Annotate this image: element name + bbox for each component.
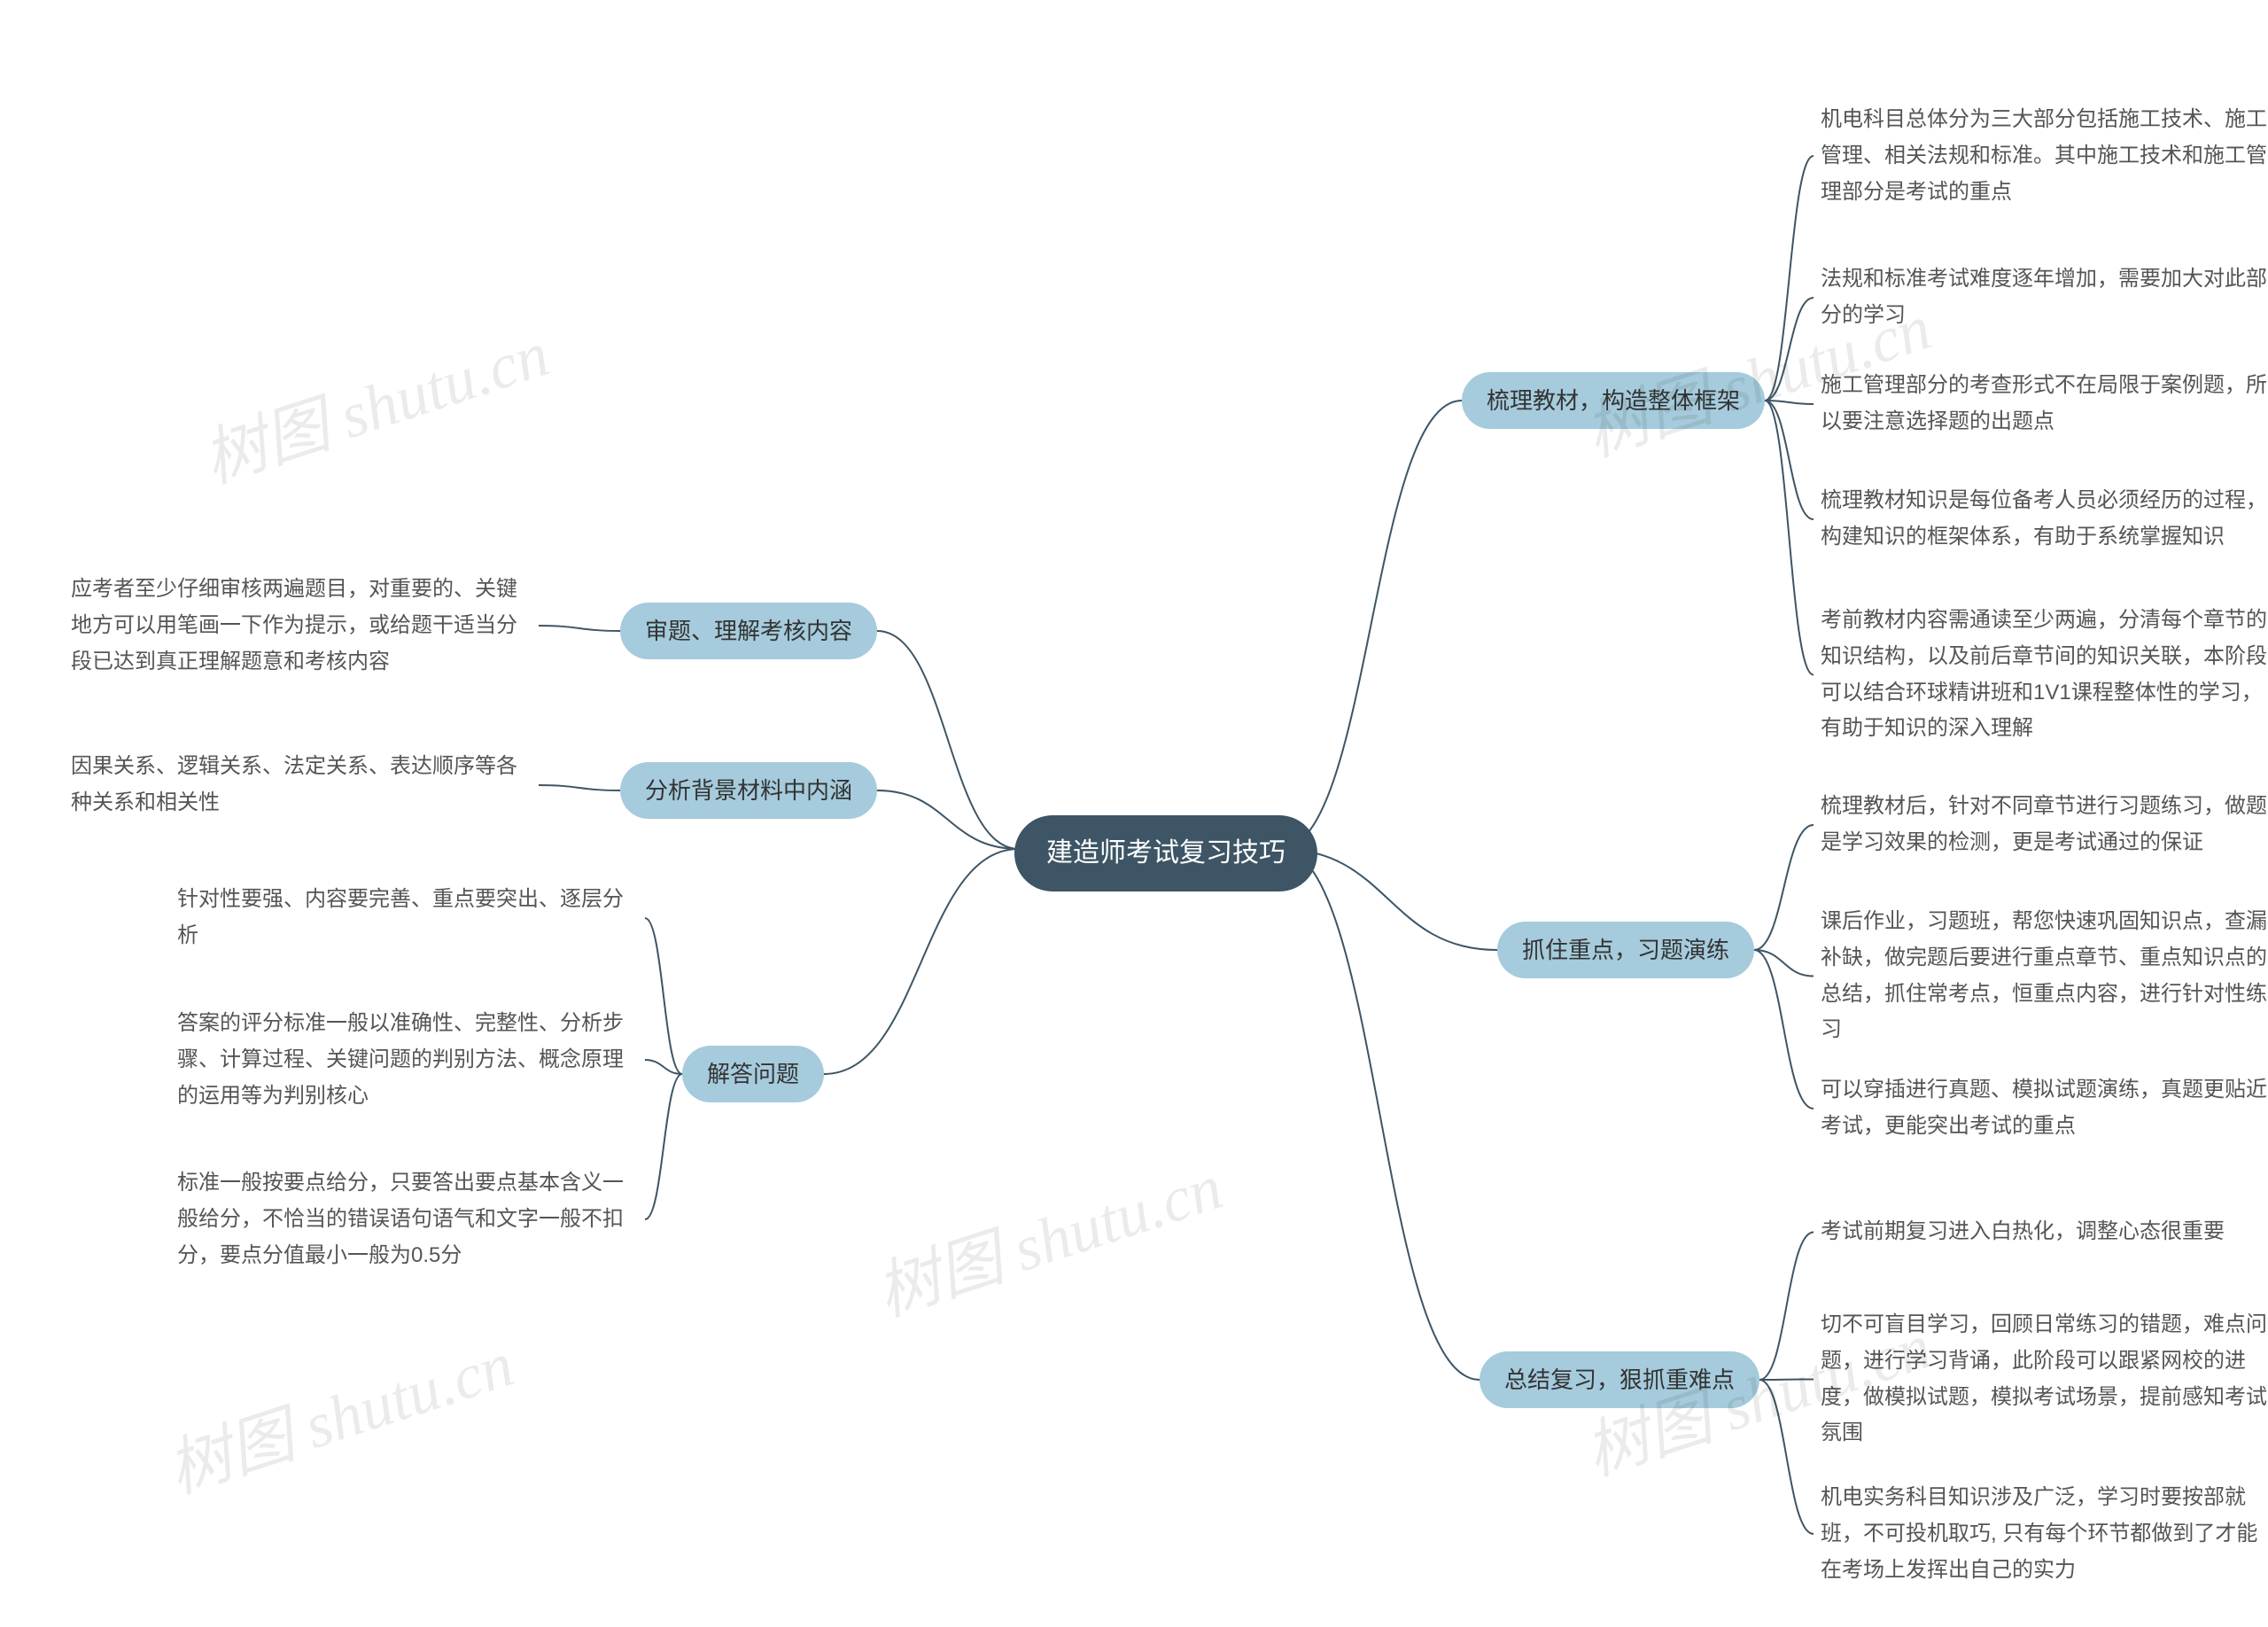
watermark: 树图 shutu.cn (863, 1134, 1232, 1334)
leaf-text: 梳理教材知识是每位备考人员必须经历的过程，构建知识的框架体系，有助于系统掌握知识 (1821, 483, 2268, 556)
leaf-text: 梳理教材后，针对不同章节进行习题练习，做题是学习效果的检测，更是考试通过的保证 (1821, 789, 2268, 861)
mindmap-root[interactable]: 建造师考试复习技巧 (1014, 815, 1317, 891)
branch-node[interactable]: 总结复习，狠抓重难点 (1480, 1351, 1759, 1408)
leaf-text: 机电实务科目知识涉及广泛，学习时要按部就班，不可投机取巧, 只有每个环节都做到了… (1821, 1480, 2268, 1588)
watermark: 树图 shutu.cn (154, 1312, 524, 1511)
branch-node[interactable]: 审题、理解考核内容 (620, 603, 877, 659)
leaf-text: 切不可盲目学习，回顾日常练习的错题，难点问题，进行学习背诵，此阶段可以跟紧网校的… (1821, 1307, 2268, 1452)
watermark: 树图 shutu.cn (190, 301, 559, 501)
leaf-text: 可以穿插进行真题、模拟试题演练，真题更贴近考试，更能突出考试的重点 (1821, 1072, 2268, 1145)
leaf-text: 因果关系、逻辑关系、法定关系、表达顺序等各种关系和相关性 (71, 749, 532, 821)
leaf-text: 考试前期复习进入白热化，调整心态很重要 (1821, 1214, 2225, 1250)
leaf-text: 针对性要强、内容要完善、重点要突出、逐层分析 (177, 882, 638, 954)
leaf-text: 考前教材内容需通读至少两遍，分清每个章节的知识结构，以及前后章节间的知识关联，本… (1821, 603, 2268, 747)
branch-node[interactable]: 抓住重点，习题演练 (1497, 922, 1754, 978)
branch-node[interactable]: 梳理教材，构造整体框架 (1462, 372, 1765, 429)
leaf-text: 机电科目总体分为三大部分包括施工技术、施工管理、相关法规和标准。其中施工技术和施… (1821, 102, 2268, 210)
branch-node[interactable]: 解答问题 (682, 1046, 824, 1102)
branch-node[interactable]: 分析背景材料中内涵 (620, 762, 877, 819)
leaf-text: 应考者至少仔细审核两遍题目，对重要的、关键地方可以用笔画一下作为提示，或给题干适… (71, 572, 532, 680)
leaf-text: 标准一般按要点给分，只要答出要点基本含义一般给分，不恰当的错误语句语气和文字一般… (177, 1165, 638, 1273)
leaf-text: 答案的评分标准一般以准确性、完整性、分析步骤、计算过程、关键问题的判别方法、概念… (177, 1006, 638, 1114)
leaf-text: 法规和标准考试难度逐年增加，需要加大对此部分的学习 (1821, 261, 2268, 334)
leaf-text: 施工管理部分的考查形式不在局限于案例题，所以要注意选择题的出题点 (1821, 368, 2268, 440)
leaf-text: 课后作业，习题班，帮您快速巩固知识点，查漏补缺，做完题后要进行重点章节、重点知识… (1821, 904, 2268, 1048)
